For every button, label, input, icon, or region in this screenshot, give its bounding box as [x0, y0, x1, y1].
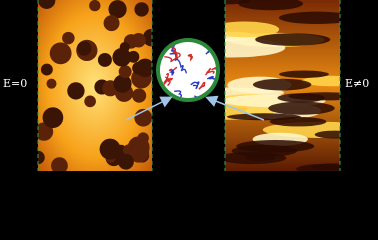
- particle: [131, 32, 146, 48]
- chain: [204, 42, 216, 44]
- page: E=0 E≠0 (() => { const data = JSON.parse…: [3, 0, 370, 171]
- particle: [84, 95, 96, 108]
- right-label: E≠0: [345, 77, 369, 90]
- particle: [108, 0, 127, 19]
- dark-streak: [288, 92, 340, 101]
- dark-streak: [255, 33, 331, 46]
- dark-streak: [278, 11, 340, 25]
- bright-streak: [302, 75, 340, 87]
- particle: [103, 15, 120, 32]
- chain: [160, 42, 166, 48]
- particle: [112, 47, 132, 67]
- particle: [132, 88, 147, 103]
- particle: [51, 157, 68, 171]
- dark-streak: [311, 163, 340, 171]
- particle: [113, 74, 132, 93]
- particle: [77, 41, 92, 56]
- figure: E=0 E≠0: [3, 0, 369, 171]
- particle: [89, 0, 101, 12]
- particle: [40, 63, 53, 76]
- dark-streak: [231, 144, 298, 157]
- particle: [67, 82, 85, 100]
- chain: [210, 42, 216, 47]
- droplet: [160, 42, 216, 98]
- particle: [132, 61, 145, 75]
- chain: [190, 81, 200, 90]
- chain: [169, 69, 175, 76]
- particle: [134, 2, 149, 17]
- particle: [49, 42, 72, 65]
- chain: [187, 53, 193, 62]
- left-particles: [38, 0, 152, 171]
- particle: [46, 78, 57, 89]
- dark-streak: [238, 0, 303, 11]
- particle: [118, 153, 134, 170]
- particle: [42, 107, 64, 128]
- dark-streak: [245, 153, 276, 162]
- bright-streak: [225, 21, 280, 38]
- particle: [99, 138, 121, 160]
- particle: [38, 0, 56, 9]
- dark-streak: [226, 113, 301, 121]
- chain: [164, 50, 179, 63]
- dark-streak: [279, 70, 329, 78]
- chain: [174, 90, 186, 98]
- dark-streak: [252, 78, 312, 91]
- panel-borders: [37, 0, 341, 171]
- chain: [198, 81, 206, 90]
- left-label: E=0: [3, 77, 27, 90]
- arrow: [125, 96, 173, 121]
- dark-streak: [314, 130, 340, 139]
- particle: [62, 31, 75, 45]
- arrow: [205, 95, 265, 121]
- chain: [174, 58, 187, 74]
- chain: [206, 75, 216, 85]
- chain: [204, 68, 215, 76]
- particle: [118, 65, 132, 79]
- dark-streak: [268, 101, 335, 115]
- particle: [97, 52, 112, 67]
- chain: [160, 77, 172, 90]
- right-streaks: [225, 0, 340, 171]
- particle: [127, 136, 150, 159]
- particle: [38, 150, 45, 165]
